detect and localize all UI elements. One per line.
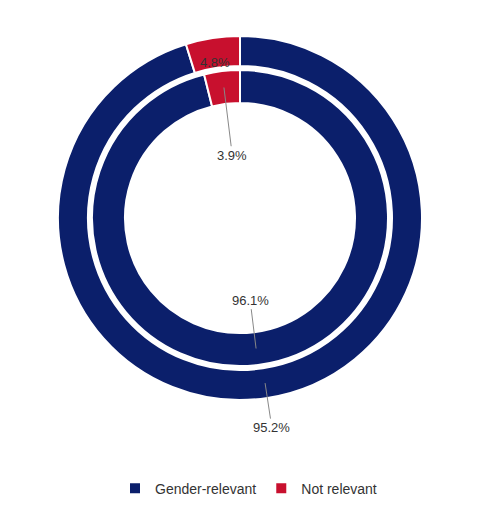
svg-text:Not relevant: Not relevant	[301, 481, 377, 497]
svg-text:3.9%: 3.9%	[217, 148, 247, 163]
svg-text:Gender-relevant: Gender-relevant	[155, 481, 256, 497]
svg-text:96.1%: 96.1%	[232, 293, 269, 308]
svg-text:95.2%: 95.2%	[253, 420, 290, 435]
svg-text:4.8%: 4.8%	[200, 55, 230, 70]
